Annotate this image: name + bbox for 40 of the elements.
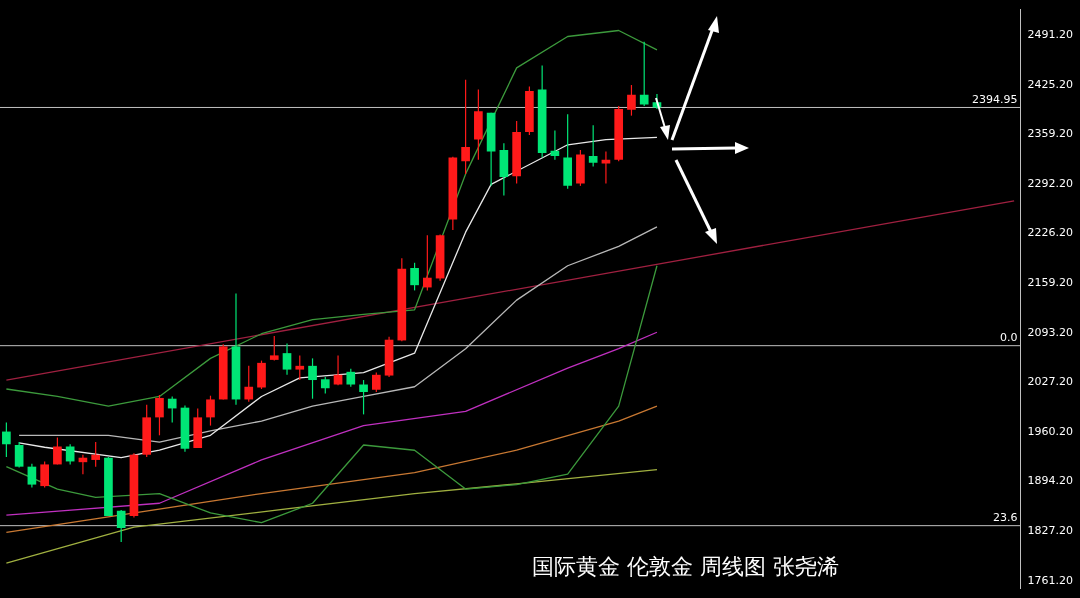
candlestick bbox=[512, 120, 521, 185]
candlestick bbox=[269, 335, 279, 362]
candlestick bbox=[193, 407, 203, 449]
y-tick-label: 2159.20 bbox=[1027, 276, 1074, 290]
candlestick bbox=[576, 149, 585, 187]
candlestick bbox=[474, 88, 483, 161]
y-tick-label: 2027.20 bbox=[1027, 374, 1074, 388]
candlestick bbox=[397, 257, 407, 342]
candlestick bbox=[410, 262, 419, 292]
y-tick-label: 2491.20 bbox=[1027, 28, 1074, 42]
candlestick bbox=[525, 85, 534, 136]
annotation: 国际黄金 伦敦金 周线图 张尧浠 bbox=[532, 554, 840, 580]
candlestick bbox=[40, 460, 49, 489]
candlestick bbox=[563, 113, 572, 190]
y-tick-label: 1761.20 bbox=[1027, 573, 1074, 587]
annotation: 0.0 bbox=[1000, 331, 1018, 345]
candlestick bbox=[116, 509, 126, 543]
candlestick bbox=[308, 357, 317, 400]
y-tick-label: 1960.20 bbox=[1027, 425, 1074, 439]
y-tick-label: 2226.20 bbox=[1027, 226, 1074, 240]
candlestick bbox=[206, 395, 215, 427]
candlestick bbox=[218, 343, 228, 401]
candlestick bbox=[371, 371, 381, 393]
y-tick-label: 1894.20 bbox=[1027, 474, 1074, 488]
candlestick bbox=[461, 79, 470, 175]
candlestick bbox=[257, 360, 266, 390]
annotation: 23.6 bbox=[993, 511, 1018, 525]
candlestick bbox=[142, 404, 152, 458]
candlestick bbox=[104, 456, 113, 517]
candlestick bbox=[588, 124, 598, 168]
ref-line-label: 2394.95 bbox=[972, 92, 1018, 106]
y-tick-label: 1827.20 bbox=[1027, 524, 1074, 538]
y-tick-label: 2359.20 bbox=[1027, 127, 1074, 141]
candlestick bbox=[295, 354, 305, 381]
y-tick-label: 2093.20 bbox=[1027, 325, 1074, 339]
candlestick bbox=[627, 84, 636, 117]
y-tick-label: 2425.20 bbox=[1027, 77, 1074, 91]
candlestick bbox=[614, 105, 624, 162]
candlestick bbox=[155, 394, 164, 436]
y-tick-label: 2292.20 bbox=[1027, 177, 1074, 191]
